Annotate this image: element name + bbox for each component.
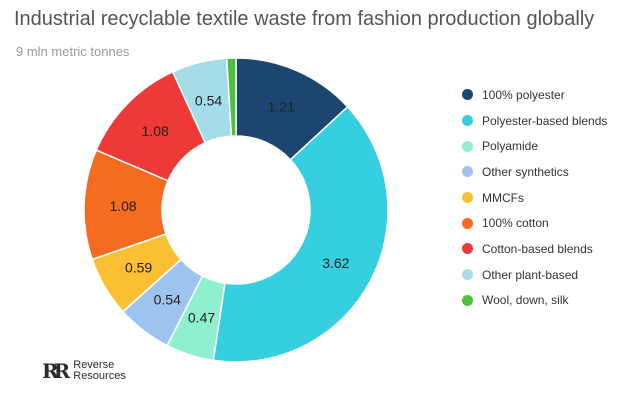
slice-label-1: 3.62 (322, 255, 349, 271)
slice-label-0: 1.21 (268, 98, 295, 114)
legend-swatch-3 (462, 166, 473, 178)
slice-label-6: 1.08 (142, 123, 169, 139)
brand-logo: RR Reverse Resources (42, 359, 126, 383)
legend-item-2: Polyamide (462, 133, 607, 159)
legend-item-7: Other plant-based (462, 262, 607, 288)
legend-item-0: 100% polyester (462, 82, 607, 108)
legend-label-6: Cotton-based blends (482, 241, 593, 256)
legend-swatch-4 (462, 192, 473, 204)
legend-item-6: Cotton-based blends (462, 236, 607, 262)
slice-label-4: 0.59 (125, 259, 152, 275)
legend-label-7: Other plant-based (482, 267, 579, 282)
donut-slice-8 (225, 57, 237, 137)
slice-label-5: 1.08 (109, 198, 136, 214)
legend-label-1: Polyester-based blends (482, 113, 608, 128)
legend-item-4: MMCFs (462, 185, 607, 211)
legend-item-5: 100% cotton (462, 210, 607, 236)
legend-label-0: 100% polyester (482, 87, 565, 102)
slice-label-7: 0.54 (195, 92, 222, 108)
legend-label-2: Polyamide (482, 139, 539, 154)
brand-mark: RR (42, 359, 70, 383)
legend-swatch-5 (462, 217, 473, 229)
legend-item-8: Wool, down, silk (462, 288, 607, 314)
legend-swatch-6 (462, 243, 473, 255)
legend-swatch-0 (462, 89, 473, 101)
legend-item-1: Polyester-based blends (462, 108, 607, 134)
legend-swatch-7 (462, 269, 473, 281)
slice-label-3: 0.54 (154, 292, 181, 308)
legend-item-3: Other synthetics (462, 159, 607, 185)
donut-slice-1 (212, 105, 389, 363)
brand-name: Reverse Resources (73, 359, 126, 382)
chart-subtitle: 9 mln metric tonnes (16, 44, 130, 59)
legend-swatch-2 (462, 140, 473, 152)
legend-label-3: Other synthetics (482, 164, 569, 179)
legend-label-4: MMCFs (482, 190, 524, 205)
legend-swatch-8 (462, 294, 473, 306)
slice-label-2: 0.47 (188, 310, 215, 326)
chart-title: Industrial recyclable textile waste from… (14, 8, 595, 30)
legend-label-8: Wool, down, silk (482, 293, 569, 308)
legend-swatch-1 (462, 115, 473, 127)
legend-label-5: 100% cotton (482, 216, 549, 231)
chart-legend: 100% polyester Polyester-based blends Poly… (462, 82, 607, 313)
